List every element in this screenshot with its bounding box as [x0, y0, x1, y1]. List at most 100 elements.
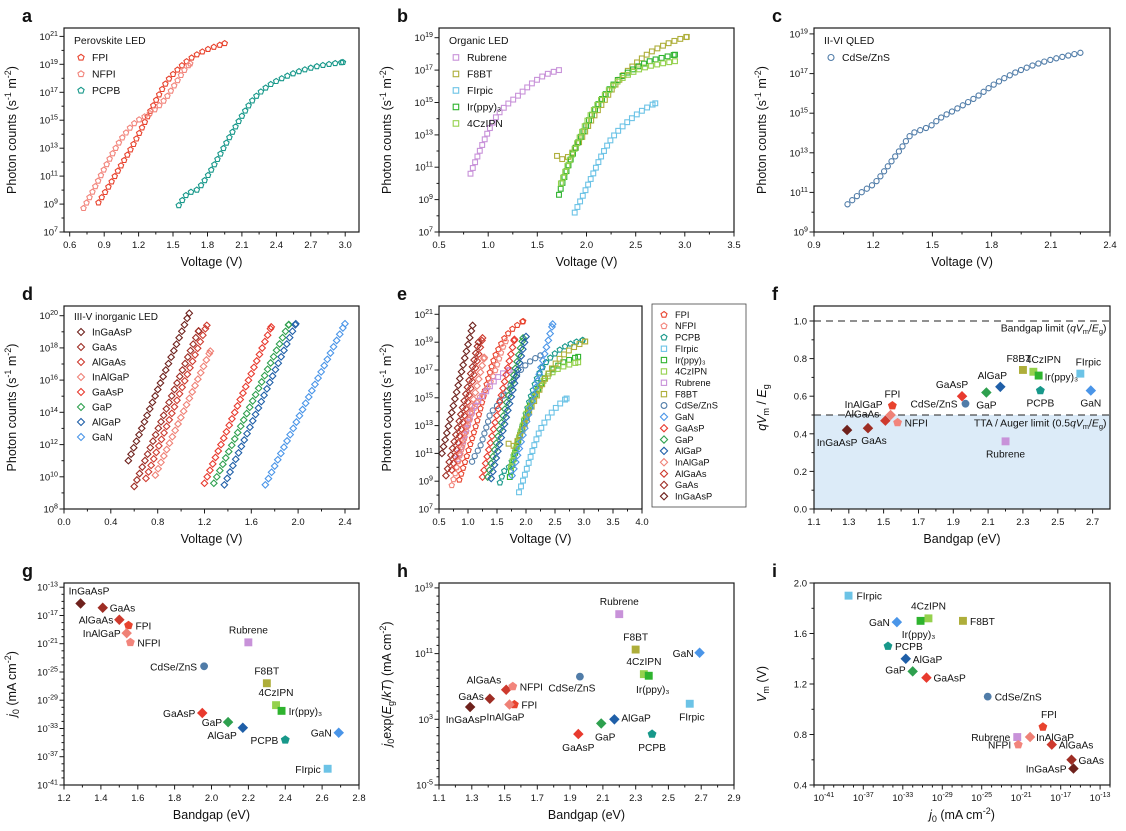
tick-label: 10-21	[37, 637, 58, 650]
tick-label: 0.8	[794, 354, 807, 365]
tick-label: 109	[418, 193, 433, 206]
label-NFPI: NFPI	[905, 419, 928, 430]
tick-label: 10-13	[1090, 791, 1111, 804]
marker-InAlGaP	[121, 627, 132, 639]
marker-F8BT	[1019, 366, 1027, 374]
label-InAlGaP: InAlGaP	[845, 400, 883, 411]
series-GaAs	[441, 338, 483, 480]
panel-letter-f: f	[772, 284, 779, 304]
tick-label: 1021	[40, 30, 59, 43]
y-axis: 107 109 1011 1013 1015 1017 1019 1021	[415, 308, 439, 516]
tick-label: 0.9	[98, 240, 111, 251]
x-axis: 1.2 1.4 1.6 1.8 2.0 2.2 2.4 2.6 2.8	[57, 785, 366, 804]
label-NFPI: NFPI	[520, 683, 543, 694]
series-GaAsP	[200, 322, 276, 488]
tick-label: 1011	[415, 647, 433, 660]
label-Rubrene: Rubrene	[229, 625, 268, 636]
tick-label: 2.1	[596, 793, 609, 804]
x-axis-title: Voltage (V)	[181, 532, 243, 546]
marker-AlGaAs	[1046, 739, 1057, 750]
tick-label: 1015	[415, 96, 434, 109]
marker-NFPI	[1013, 740, 1023, 749]
label-4CzIPN: 4CzIPN	[626, 657, 661, 668]
series-InAlGaP	[151, 347, 215, 480]
tick-label: 1016	[40, 374, 59, 387]
tick-label: 10-33	[892, 791, 913, 804]
marker-CdSe/ZnS	[200, 662, 209, 671]
tick-label: 1.7	[531, 793, 544, 804]
tick-label: 0.0	[57, 517, 70, 528]
label-FIrpic: FIrpic	[1076, 358, 1101, 369]
legend-item-Ir(ppy)3: Ir(ppy)₃	[675, 355, 706, 365]
marker-GaAsP	[573, 728, 584, 740]
marker-FPI	[887, 401, 897, 410]
tick-label: 2.5	[662, 793, 675, 804]
x-axis: 10-41 10-37 10-33 10-29 10-25 10-21 10-17 10-13	[813, 785, 1111, 804]
tick-label: 2.4	[279, 793, 292, 804]
legend-c: II-VI QLED CdSe/ZnS	[824, 36, 890, 64]
series-F8BT	[505, 338, 589, 449]
label-GaAs: GaAs	[861, 436, 886, 447]
legend-a: Perovskite LED FPI NFPI PCPB	[74, 36, 146, 97]
label-FPI: FPI	[136, 621, 152, 632]
tick-label: 2.4	[338, 517, 351, 528]
tick-label: 1014	[40, 406, 59, 419]
tick-label: 2.7	[304, 240, 317, 251]
series-GaAsP	[478, 335, 519, 482]
label-GaP: GaP	[976, 401, 997, 412]
label-CdSe/ZnS: CdSe/ZnS	[995, 693, 1042, 704]
y-axis-title: Vm (V)	[755, 666, 771, 702]
label-Ir(ppy)3: Ir(ppy)₃	[636, 685, 670, 696]
tick-label: 2.9	[727, 793, 740, 804]
marker-CdSe/ZnS	[576, 672, 584, 681]
legend-item-InGaAsP: InGaAsP	[92, 327, 132, 338]
marker-InAlGaP	[885, 409, 896, 421]
x-axis-title: Voltage (V)	[181, 255, 243, 269]
marker-F8BT	[631, 645, 640, 654]
y-axis-title: Photon counts (s-1 m-2)	[378, 66, 394, 194]
legend-item-PCPB: PCPB	[92, 86, 120, 97]
label-Rubrene: Rubrene	[986, 449, 1025, 460]
legend-item-GaAs: GaAs	[92, 342, 117, 353]
series-InGaAsP	[124, 309, 194, 465]
tick-label: 10-41	[37, 779, 58, 792]
legend-item-4CzIPN: 4CzIPN	[675, 367, 707, 377]
tick-label: 1017	[40, 86, 59, 99]
label-PCPB: PCPB	[1027, 399, 1055, 410]
tick-label: 1020	[40, 309, 59, 322]
marker-Ir(ppy)3	[644, 671, 653, 680]
x-axis-title: Bandgap (eV)	[173, 808, 250, 822]
tick-label: 1.2	[198, 517, 211, 528]
y-axis-title: j0 (mA cm-2)	[3, 651, 21, 719]
label-GaAs: GaAs	[110, 604, 135, 615]
tick-label: 108	[43, 503, 58, 516]
tick-label: 1.2	[794, 680, 807, 691]
marker-GaN	[1085, 385, 1097, 396]
marker-AlGaP	[237, 722, 249, 733]
tick-label: 10-37	[37, 750, 58, 763]
marker-4CzIPN	[1029, 367, 1038, 376]
tick-label: 1.5	[490, 517, 503, 528]
y-axis-title: Photon counts (s-1 m-2)	[3, 66, 19, 194]
series-AlGaAs	[141, 321, 211, 483]
plot-frame	[813, 305, 1111, 510]
tick-label: 1.3	[842, 517, 855, 528]
marker-InGaAsP	[1068, 763, 1079, 774]
tick-label: 107	[418, 226, 433, 239]
label-NFPI: NFPI	[988, 741, 1011, 752]
tick-label: 1.3	[465, 793, 478, 804]
tick-label: 1.6	[131, 793, 144, 804]
tick-label: 2.6	[315, 793, 328, 804]
marker-InGaAsP	[841, 424, 853, 436]
series-AlGaP	[220, 319, 300, 489]
legend-item-CdSe/ZnS: CdSe/ZnS	[675, 401, 718, 411]
series-InGaAsP	[437, 321, 477, 458]
tick-label: 10-25	[37, 665, 58, 678]
y-axis: 10-41 10-37 10-33 10-29 10-25 10-21 10-17 10-13	[37, 581, 64, 792]
x-axis: 0.6 0.9 1.2 1.5 1.8 2.1 2.4 2.7 3.0	[63, 232, 352, 251]
tick-label: 2.0	[205, 793, 218, 804]
y-axis: 108 1010 1012 1014 1016 1018 1020	[40, 309, 64, 516]
marker-FIrpic	[844, 591, 853, 600]
label-CdSe/ZnS: CdSe/ZnS	[911, 400, 958, 411]
